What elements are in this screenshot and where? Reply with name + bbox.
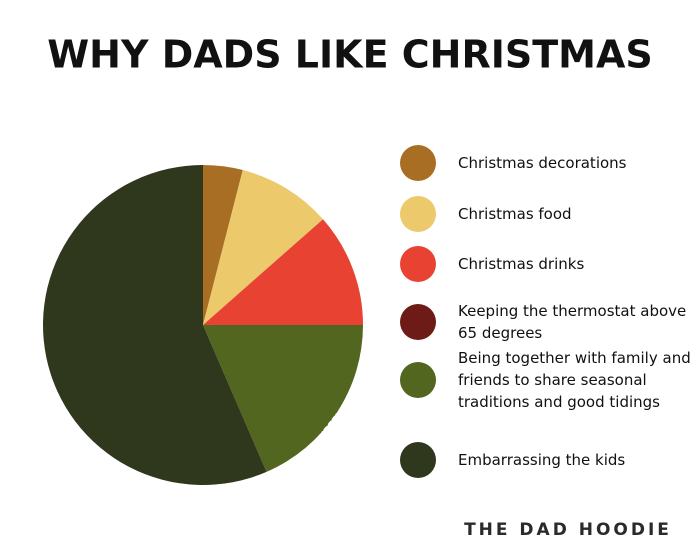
legend-swatch: [400, 196, 436, 232]
pie-slice: [203, 165, 243, 325]
pie: [43, 165, 363, 485]
legend-label: Embarrassing the kids: [458, 451, 626, 469]
pie-slice: [203, 219, 363, 325]
pie-slice: [203, 325, 363, 472]
pie-slice: [43, 165, 267, 485]
legend-label: Christmas food: [458, 205, 572, 223]
legend-swatch: [400, 304, 436, 340]
legend-swatch: [400, 246, 436, 282]
footer: THE DAD HOODIE: [464, 520, 672, 540]
legend-swatch: [400, 442, 436, 478]
pie-slice: [203, 170, 324, 325]
legend-label: Christmas drinks: [458, 255, 585, 273]
legend-label: Christmas decorations: [458, 154, 627, 172]
legend-swatch: [400, 145, 436, 181]
legend-swatch: [400, 362, 436, 398]
legend-label: Keeping the thermostat above 65 degrees: [458, 302, 687, 342]
chart-title: WHY DADS LIKE CHRISTMAS: [47, 33, 653, 77]
legend-label: Being together with family and friends t…: [458, 349, 691, 411]
legend: [400, 145, 436, 478]
